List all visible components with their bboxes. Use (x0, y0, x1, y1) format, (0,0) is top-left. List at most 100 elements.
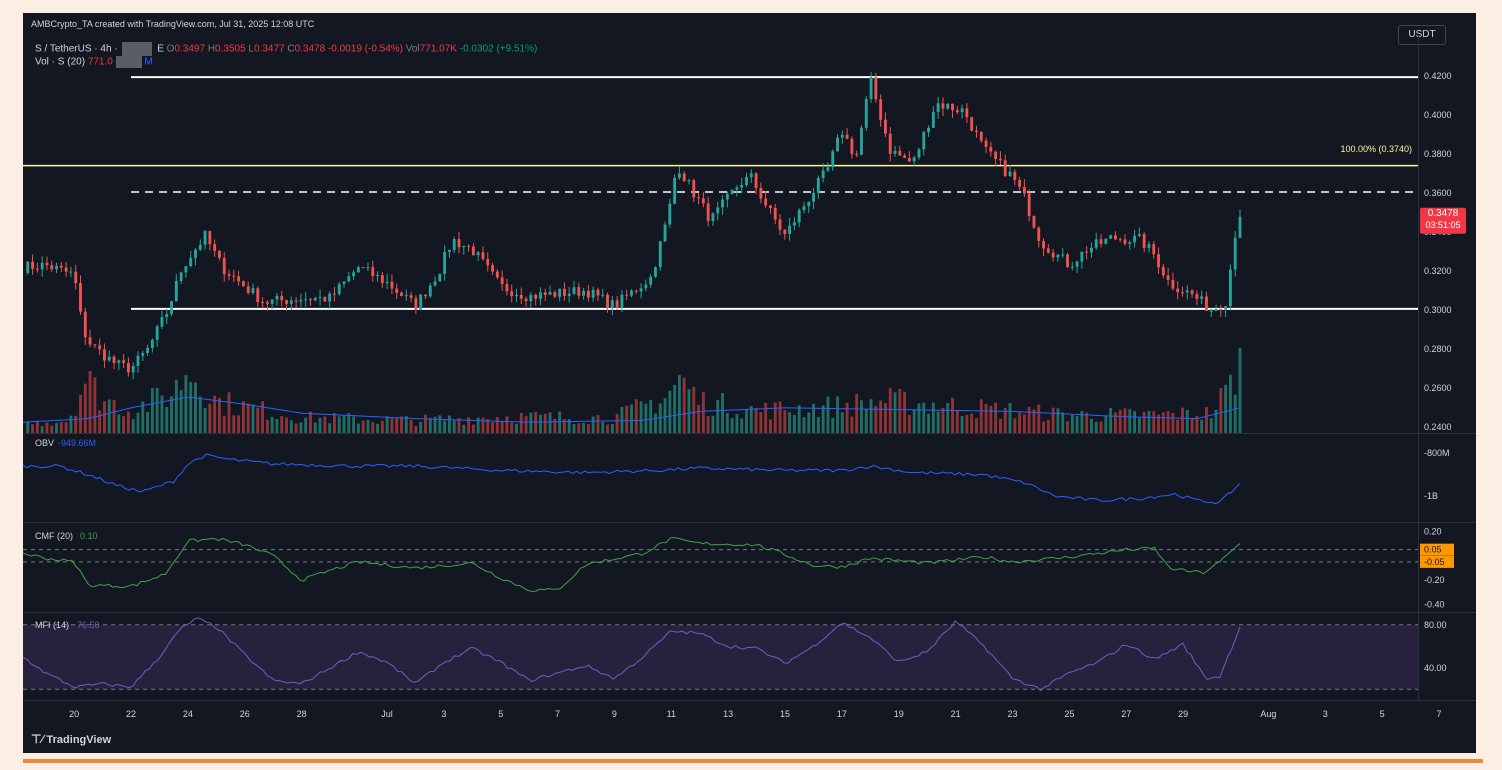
candle-body (126, 362, 130, 373)
time-tick-label: 17 (837, 709, 847, 719)
candle-body (246, 286, 250, 293)
volume-bar (903, 391, 907, 433)
volume-bar (807, 412, 811, 433)
volume-bar (864, 409, 868, 433)
candle-body (103, 349, 106, 361)
volume-bar (1233, 394, 1237, 433)
volume-bar (639, 401, 643, 433)
candle-body (1003, 160, 1007, 176)
tradingview-logo[interactable]: ⊤∕ TradingView (31, 732, 111, 746)
volume-bar (1027, 406, 1031, 433)
candle-body (289, 300, 293, 304)
volume-bar (424, 414, 427, 433)
candle-body (122, 360, 126, 363)
candle-body (390, 281, 394, 289)
price-tick-label: 0.4200 (1424, 71, 1452, 81)
volume-bar (184, 375, 188, 433)
candle-body (1214, 309, 1218, 311)
volume-bar (1137, 417, 1141, 433)
candle-body (931, 111, 935, 128)
time-tick-label: 22 (126, 709, 136, 719)
candle-body (1205, 296, 1208, 312)
volume-bar (471, 424, 475, 433)
time-tick-label: 24 (183, 709, 193, 719)
volume-bar (931, 402, 935, 433)
symbol-legend[interactable]: S / TetherUS · 4h · E O0.3497 H0.3505 L0… (35, 42, 537, 56)
candle-body (773, 207, 777, 220)
volume-bar (1037, 404, 1041, 433)
cmf-band-tag (1420, 543, 1454, 556)
volume-bar (198, 396, 202, 433)
volume-bar (553, 418, 557, 433)
volume-bar (1022, 414, 1026, 433)
candle-body (582, 290, 586, 296)
candle-body (500, 277, 504, 285)
candle-body (40, 262, 44, 270)
volume-bar (347, 413, 351, 433)
candle-body (874, 77, 878, 100)
change-value: -0.0019 (-0.54%) (327, 43, 404, 55)
candle-body (543, 292, 547, 295)
volume-bar (328, 423, 332, 433)
candle-body (1013, 171, 1017, 181)
volume-bar (773, 402, 777, 433)
candle-body (35, 268, 39, 270)
chart-frame (23, 13, 1476, 753)
candle-body (309, 299, 312, 301)
volume-bar (1147, 410, 1151, 433)
candle-body (299, 299, 303, 302)
candle-body (476, 252, 480, 256)
candle-body (323, 296, 327, 302)
volume-bar (280, 416, 284, 433)
candle-body (1080, 251, 1084, 262)
time-tick-label: 11 (667, 709, 676, 719)
volume-bar (658, 403, 662, 433)
currency-button[interactable]: USDT (1398, 25, 1446, 45)
candle-body (1008, 171, 1012, 176)
candle-body (26, 261, 30, 273)
mfi-tick-label: 40.00 (1424, 663, 1447, 673)
candle-body (1090, 247, 1093, 253)
volume-bar (855, 393, 859, 433)
volume-bar (395, 417, 399, 433)
volume-bar (208, 403, 212, 433)
candle-body (1027, 193, 1031, 217)
candle-body (610, 300, 614, 308)
volume-bar (812, 403, 816, 433)
candle-body (519, 294, 523, 299)
volume-bar (668, 390, 672, 433)
candle-body (730, 189, 734, 194)
candle-body (836, 137, 839, 152)
volume-bar (1190, 418, 1194, 433)
volume-bar (491, 422, 494, 433)
volume-bar (836, 396, 839, 433)
volume-bar (495, 416, 499, 433)
volume-bar (313, 422, 317, 433)
volume-bar (606, 424, 609, 433)
candle-body (883, 119, 887, 134)
volume-bar (361, 420, 365, 433)
candle-body (888, 133, 892, 154)
candle-body (419, 294, 423, 310)
volume-bar (146, 411, 150, 433)
candle-body (481, 252, 485, 259)
price-tick-label: 0.2800 (1424, 344, 1452, 354)
cmf-tick-label: -0.40 (1424, 600, 1445, 610)
volume-bar (519, 413, 523, 433)
candle-body (467, 245, 471, 247)
candle-body (150, 339, 154, 349)
volume-bar (1171, 412, 1175, 433)
volume-bar (1219, 388, 1223, 433)
obv-line (22, 453, 1241, 505)
volume-bar (261, 401, 265, 433)
candle-body (1228, 269, 1232, 307)
volume-legend[interactable]: Vol · S (20) 771.0 M (35, 56, 153, 68)
candle-body (639, 288, 643, 292)
cmf-band-tag-label: 0.05 (1424, 545, 1442, 555)
open-value: 0.3497 (174, 43, 206, 55)
volume-bar (352, 416, 356, 433)
symbol-name[interactable]: S / TetherUS · 4h · (35, 43, 118, 55)
volume-bar (31, 424, 35, 433)
candle-body (855, 153, 859, 155)
